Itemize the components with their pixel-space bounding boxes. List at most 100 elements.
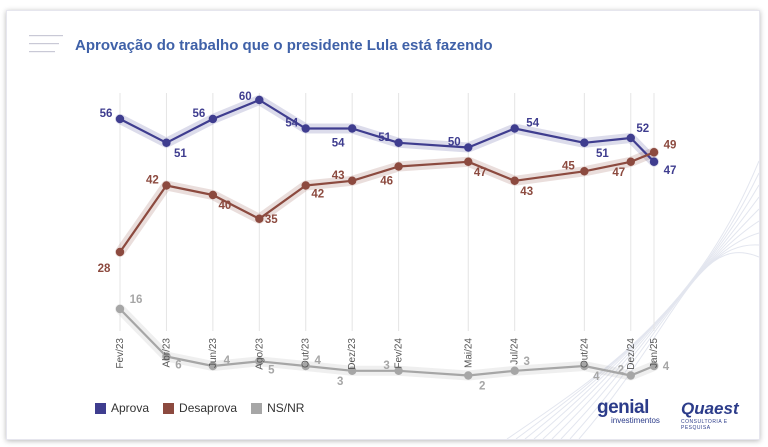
wave-line — [551, 220, 759, 439]
point-desaprova — [208, 190, 218, 200]
data-label-nsnr: 3 — [523, 356, 529, 368]
data-label-desaprova: 35 — [265, 214, 278, 226]
x-tick-label: Out/23 — [301, 338, 312, 368]
vertical-gridlines — [119, 93, 655, 331]
quaest-logo-sub: CONSULTORIA E PESQUISA — [681, 419, 728, 431]
quaest-logo-name: Quaest — [681, 399, 739, 418]
data-label-nsnr: 2 — [479, 381, 485, 393]
point-aprova — [394, 138, 403, 147]
data-label-aprova: 54 — [526, 118, 539, 130]
point-desaprova — [115, 247, 125, 257]
data-label-desaprova: 40 — [218, 200, 231, 212]
x-tick-label: Mai/24 — [463, 338, 474, 368]
x-tick-label: Jun/23 — [208, 338, 219, 368]
legend-label-desaprova: Desaprova — [179, 401, 238, 415]
point-aprova — [464, 143, 473, 152]
point-desaprova — [162, 181, 171, 190]
point-desaprova — [301, 181, 310, 190]
genial-logo-sub: investimentos — [611, 416, 660, 425]
x-tick-label: Dez/24 — [626, 338, 637, 370]
point-aprova — [626, 133, 635, 143]
data-label-nsnr: 4 — [663, 361, 670, 373]
x-tick-label: Ago/23 — [254, 338, 265, 370]
data-label-nsnr: 4 — [224, 355, 231, 367]
wave-line — [560, 232, 759, 439]
point-desaprova — [649, 148, 659, 157]
legend-swatch-desaprova — [163, 402, 175, 414]
data-label-desaprova: 43 — [520, 186, 533, 198]
data-label-aprova: 51 — [596, 148, 609, 160]
point-aprova — [162, 138, 171, 147]
point-desaprova — [347, 176, 357, 185]
data-label-aprova: 54 — [285, 118, 298, 130]
chart-title: Aprovação do trabalho que o presidente L… — [75, 37, 493, 54]
data-label-aprova: 60 — [239, 91, 252, 103]
legend-item-nsnr: NS/NR — [251, 401, 304, 415]
data-label-aprova: 51 — [378, 132, 391, 144]
genial-logo-name: genial — [597, 397, 649, 418]
point-nsnr — [115, 304, 125, 314]
wave-line — [542, 208, 759, 439]
data-label-aprova: 50 — [448, 137, 461, 149]
data-label-desaprova: 42 — [146, 175, 159, 187]
data-label-desaprova: 42 — [311, 189, 324, 201]
point-aprova — [255, 95, 264, 105]
point-desaprova — [394, 162, 403, 171]
point-aprova — [649, 157, 659, 166]
data-label-desaprova: 47 — [474, 167, 487, 179]
point-desaprova — [464, 157, 473, 166]
data-label-desaprova: 43 — [332, 170, 345, 182]
point-desaprova — [580, 167, 589, 176]
legend-item-aprova: Aprova — [95, 401, 149, 415]
quaest-logo: Quaest CONSULTORIA E PESQUISA — [681, 399, 759, 431]
data-label-aprova: 56 — [192, 108, 205, 120]
genial-logo: genial investimentos — [597, 397, 660, 425]
series-points — [115, 95, 659, 380]
data-label-nsnr: 3 — [337, 376, 343, 388]
series-lines — [119, 98, 655, 377]
point-nsnr — [255, 357, 264, 366]
data-label-nsnr: 3 — [383, 360, 389, 372]
data-label-desaprova: 49 — [664, 139, 677, 151]
legend-label-aprova: Aprova — [111, 401, 150, 415]
x-axis-tick-labels: Fev/23 Abr/23 Jun/23 Ago/23 Out/23 Dez/23 Fev/… — [115, 338, 660, 370]
data-label-nsnr: 16 — [130, 294, 143, 306]
x-tick-label: Fev/24 — [394, 338, 405, 369]
point-desaprova — [255, 214, 264, 223]
line-nsnr — [119, 308, 655, 377]
x-tick-label: Fev/23 — [115, 338, 126, 369]
data-label-desaprova: 45 — [562, 160, 575, 172]
point-aprova — [301, 124, 310, 133]
point-aprova — [115, 114, 125, 124]
data-label-desaprova: 47 — [612, 167, 625, 179]
point-nsnr — [649, 361, 659, 371]
point-nsnr — [580, 361, 589, 371]
x-tick-label: Jan/25 — [649, 338, 660, 368]
data-label-desaprova: 46 — [380, 176, 393, 188]
point-aprova — [580, 138, 589, 147]
point-nsnr — [208, 361, 218, 371]
x-tick-label: Abr/23 — [161, 338, 172, 368]
point-nsnr — [394, 366, 403, 375]
point-nsnr — [626, 371, 635, 380]
point-nsnr — [162, 352, 171, 361]
point-aprova — [208, 114, 218, 124]
data-label-desaprova: 28 — [98, 263, 111, 275]
x-tick-label: Jul/24 — [510, 338, 521, 365]
line-aprova — [119, 98, 655, 163]
point-aprova — [347, 124, 357, 133]
data-label-aprova: 54 — [332, 138, 345, 150]
data-label-nsnr: 4 — [315, 355, 322, 367]
x-tick-label: Out/24 — [579, 338, 590, 368]
point-desaprova — [626, 157, 635, 166]
point-nsnr — [301, 361, 310, 371]
data-label-aprova: 56 — [100, 108, 113, 120]
data-label-nsnr: 2 — [618, 365, 624, 377]
point-nsnr — [347, 366, 357, 375]
wave-line — [578, 252, 759, 439]
data-label-nsnr: 5 — [268, 364, 275, 376]
wave-line — [569, 244, 759, 439]
legend-label-nsnr: NS/NR — [267, 401, 305, 415]
